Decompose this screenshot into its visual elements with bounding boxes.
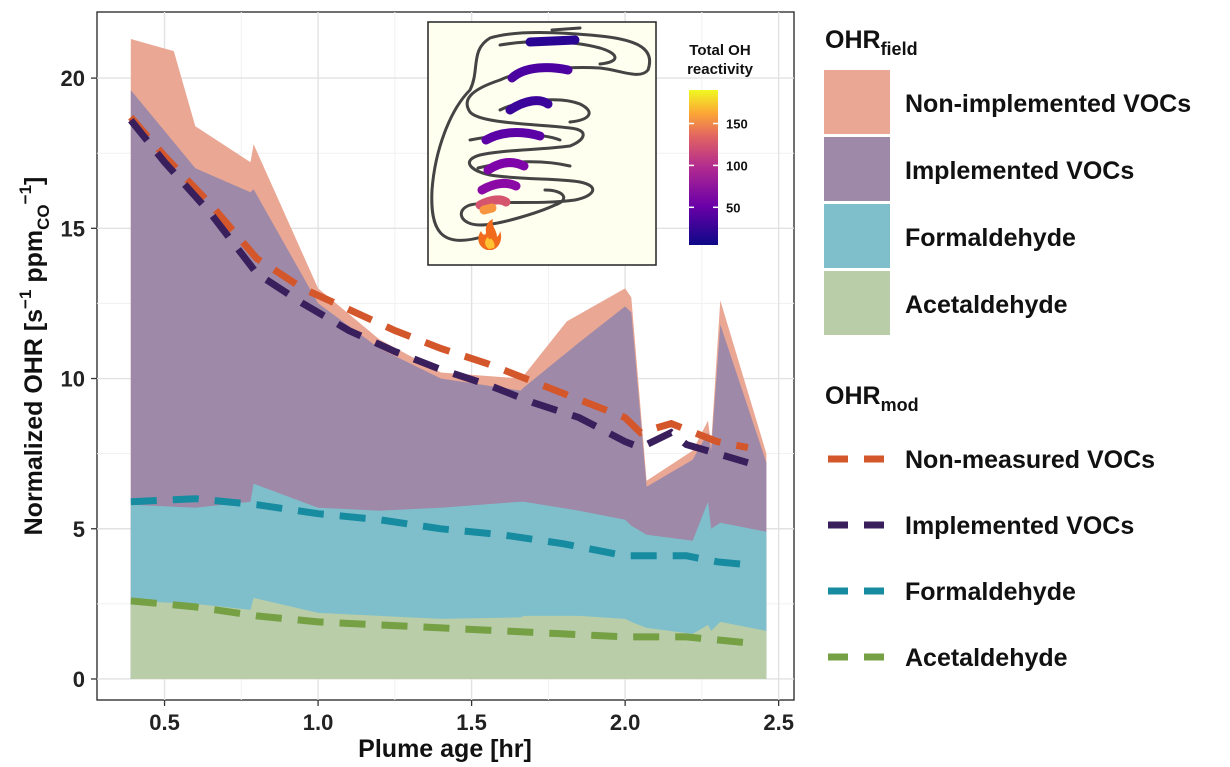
- legend-label-field: Formaldehyde: [905, 224, 1076, 252]
- model-lines: [128, 114, 749, 647]
- colorbar-tick-label: 150: [726, 117, 748, 132]
- colorbar-tick-label: 50: [726, 200, 740, 215]
- legend-swatch-field: [824, 271, 890, 335]
- legend-label-field: Non-implemented VOCs: [905, 90, 1191, 118]
- legend-label-mod: Implemented VOCs: [905, 512, 1134, 540]
- line-implemented-vocs: [128, 118, 749, 467]
- inset-frame: [427, 21, 657, 266]
- track-segment: [477, 178, 521, 195]
- colorbar-title-line1: Total OH: [689, 42, 750, 59]
- legend-field-title: OHRfield: [825, 26, 918, 59]
- legend-label-field: Acetaldehyde: [905, 291, 1068, 319]
- legend-label-mod: Formaldehyde: [905, 578, 1076, 606]
- colorbar: [689, 90, 718, 245]
- colorbar-ticks: 50 100 150: [689, 117, 748, 215]
- x-tick-label: 1.5: [456, 710, 487, 735]
- x-tick-label: 0.5: [149, 710, 180, 735]
- x-axis-ticks: 0.5 1.0 1.5 2.0 2.5: [149, 700, 794, 735]
- colorbar-tick-label: 100: [726, 158, 748, 173]
- legend-mod-title: OHRmod: [825, 382, 919, 415]
- y-axis-title-main: Normalized OHR [s: [20, 309, 48, 535]
- legend-field-title-sub: field: [881, 39, 918, 59]
- colorbar-title-line2: reactivity: [687, 61, 754, 78]
- legend-mod-title-sub: mod: [881, 395, 919, 415]
- y-axis-title-sup: −1: [16, 290, 35, 309]
- track-segment: [481, 128, 545, 145]
- legend-field-title-main: OHR: [825, 26, 881, 54]
- legend-label-mod: Non-measured VOCs: [905, 446, 1155, 474]
- field-areas: [130, 39, 767, 680]
- legend-swatch-field: [824, 204, 890, 268]
- inset-map: 50 100 150 Total OH reactivity: [427, 21, 754, 266]
- x-tick-label: 1.0: [303, 710, 334, 735]
- line-non-measured-vocs: [128, 114, 749, 452]
- track-segment: [483, 158, 529, 175]
- fire-icon: [478, 219, 502, 250]
- x-tick-label: 2.5: [763, 710, 794, 735]
- line-formaldehyde: [130, 495, 749, 569]
- legend-swatch-field: [824, 137, 890, 201]
- legend-mod-entries: Non-measured VOCs Implemented VOCs Formald…: [828, 446, 1155, 672]
- track-segment: [479, 203, 497, 215]
- y-axis-title: Normalized OHR [s−1 ppmCO−1]: [16, 177, 53, 536]
- x-axis-title: Plume age [hr]: [358, 735, 532, 763]
- y-axis-title-mid: ppm: [20, 230, 48, 290]
- track-segment: [475, 195, 511, 210]
- area-acetaldehyde: [130, 597, 767, 679]
- legend-mod-title-main: OHR: [825, 382, 881, 410]
- track-segment: [525, 35, 580, 47]
- y-axis-title-end: ]: [20, 177, 48, 185]
- x-tick-label: 2.0: [610, 710, 641, 735]
- legend-swatch-field: [824, 70, 890, 134]
- y-tick-label: 10: [61, 367, 85, 392]
- y-tick-label: 20: [61, 66, 85, 91]
- y-axis-title-sup2: −1: [16, 185, 35, 204]
- track-segment: [507, 63, 573, 83]
- legend: OHRfield Non-implemented VOCsImplemented…: [824, 26, 1191, 672]
- legend-label-mod: Acetaldehyde: [905, 644, 1068, 672]
- legend-field-entries: Non-implemented VOCs Implemented VOCs Form…: [824, 70, 1191, 335]
- y-tick-label: 15: [61, 216, 85, 241]
- legend-label-field: Implemented VOCs: [905, 157, 1134, 185]
- y-axis-ticks: 0 5 10 15 20: [61, 66, 97, 692]
- y-tick-label: 5: [73, 517, 85, 542]
- line-acetaldehyde: [130, 597, 749, 647]
- y-tick-label: 0: [73, 667, 85, 692]
- colored-track-segments: [475, 35, 580, 215]
- track-segment: [505, 96, 553, 115]
- y-axis-title-sub: CO: [34, 204, 53, 230]
